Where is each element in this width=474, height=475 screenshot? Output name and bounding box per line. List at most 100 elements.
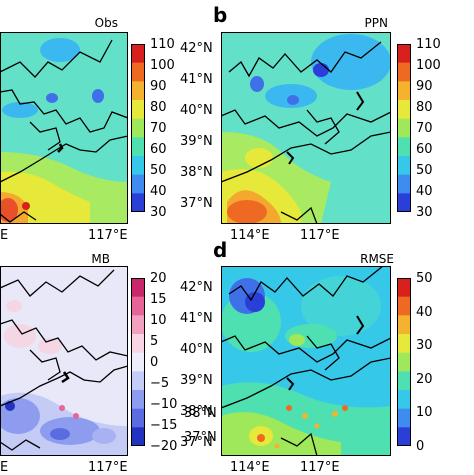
colorbar-segment bbox=[131, 390, 145, 410]
colorbar-tick-label: 15 bbox=[150, 292, 167, 307]
colorbar-segment bbox=[131, 156, 145, 176]
map-panel-d bbox=[221, 266, 391, 456]
panel-c-lat-overlap: 38°N bbox=[184, 406, 217, 421]
panel-a-lon-label: 117°E bbox=[88, 228, 128, 243]
colorbar-segment bbox=[131, 408, 145, 428]
lat-label: 40°N bbox=[180, 342, 213, 357]
colorbar-tick-label: 40 bbox=[416, 304, 433, 320]
colorbar-c bbox=[131, 278, 145, 446]
colorbar-tick-label: 80 bbox=[416, 100, 433, 115]
colorbar-tick-label: 100 bbox=[150, 58, 175, 73]
lat-label: 41°N bbox=[180, 311, 213, 326]
colorbar-tick-label: 90 bbox=[416, 79, 433, 94]
colorbar-segment bbox=[131, 81, 145, 101]
panel-d-lon-label: 114°E bbox=[230, 460, 270, 475]
lat-label: 37°N bbox=[180, 435, 213, 450]
colorbar-segment bbox=[131, 352, 145, 372]
colorbar-segment bbox=[397, 44, 411, 64]
panel-d-lon-label: 117°E bbox=[300, 460, 340, 475]
colorbar-segment bbox=[397, 174, 411, 194]
colorbar-segment bbox=[131, 334, 145, 354]
panel-c-lon-label: 117°E bbox=[88, 460, 128, 475]
colorbar-tick-label: 40 bbox=[416, 184, 433, 199]
colorbar-tick-label: 50 bbox=[416, 271, 433, 286]
colorbar-segment bbox=[131, 44, 145, 64]
colorbar-tick-label: 70 bbox=[416, 121, 433, 136]
colorbar-tick-label: 5 bbox=[150, 334, 159, 349]
colorbar-tick-label: 40 bbox=[150, 184, 167, 199]
lat-label: 39°N bbox=[180, 373, 213, 388]
colorbar-segment bbox=[397, 296, 411, 316]
colorbar-tick-label: 30 bbox=[416, 205, 433, 220]
colorbar-segment bbox=[131, 278, 145, 298]
colorbar-segment bbox=[131, 137, 145, 157]
panel-d-letter: d bbox=[213, 238, 228, 262]
colorbar-segment bbox=[397, 334, 411, 354]
lat-label: 39°N bbox=[180, 134, 213, 149]
map-panel-c bbox=[0, 266, 128, 456]
colorbar-b bbox=[397, 44, 411, 212]
panel-a-title: Obs bbox=[94, 16, 118, 30]
colorbar-segment bbox=[397, 427, 411, 446]
colorbar-tick-label: −10 bbox=[150, 397, 178, 412]
colorbar-segment bbox=[397, 156, 411, 176]
colorbar-segment bbox=[131, 100, 145, 120]
map-panel-a bbox=[0, 32, 128, 224]
colorbar-tick-label: 110 bbox=[150, 37, 175, 52]
colorbar-segment bbox=[397, 371, 411, 391]
panel-a-lon-label: E bbox=[0, 228, 9, 243]
colorbar-tick-label: 60 bbox=[416, 142, 433, 157]
colorbar-tick-label: 0 bbox=[150, 355, 159, 370]
colorbar-segment bbox=[397, 137, 411, 157]
colorbar-segment bbox=[131, 296, 145, 316]
panel-b-letter: b bbox=[213, 3, 228, 27]
colorbar-d bbox=[397, 278, 411, 446]
colorbar-segment bbox=[397, 278, 411, 298]
colorbar-tick-label: 100 bbox=[416, 58, 441, 73]
lat-label: 41°N bbox=[180, 72, 213, 87]
panel-d-title: RMSE bbox=[360, 252, 394, 266]
colorbar-tick-label: 30 bbox=[416, 338, 433, 354]
colorbar-a bbox=[131, 44, 145, 212]
colorbar-tick-label: 20 bbox=[150, 271, 167, 286]
colorbar-segment bbox=[397, 408, 411, 428]
colorbar-segment bbox=[397, 118, 411, 138]
colorbar-tick-label: 110 bbox=[416, 37, 441, 52]
colorbar-tick-label: −5 bbox=[150, 376, 170, 391]
colorbar-tick-label: 80 bbox=[150, 100, 167, 115]
colorbar-segment bbox=[397, 62, 411, 82]
colorbar-segment bbox=[397, 193, 411, 212]
lat-label: 42°N bbox=[180, 41, 213, 56]
colorbar-tick-label: 0 bbox=[416, 439, 425, 454]
colorbar-tick-label: −15 bbox=[150, 418, 178, 433]
colorbar-segment bbox=[397, 100, 411, 120]
lat-label: 37°N bbox=[180, 196, 213, 211]
colorbar-tick-label: 60 bbox=[150, 142, 167, 157]
panel-c-title: MB bbox=[91, 252, 110, 266]
panel-b-lon-label: 114°E bbox=[230, 228, 270, 243]
map-panel-b bbox=[221, 32, 391, 224]
lat-label: 40°N bbox=[180, 103, 213, 118]
colorbar-segment bbox=[397, 315, 411, 335]
lat-label: 38°N bbox=[180, 404, 213, 419]
colorbar-tick-label: 20 bbox=[416, 371, 433, 387]
panel-b-title: PPN bbox=[364, 16, 388, 30]
colorbar-tick-label: −20 bbox=[150, 439, 178, 454]
colorbar-segment bbox=[397, 81, 411, 101]
colorbar-segment bbox=[131, 315, 145, 335]
colorbar-tick-label: 10 bbox=[416, 405, 433, 421]
colorbar-segment bbox=[131, 118, 145, 138]
colorbar-segment bbox=[397, 352, 411, 372]
colorbar-tick-label: 30 bbox=[150, 205, 167, 220]
colorbar-segment bbox=[131, 193, 145, 212]
colorbar-tick-label: 90 bbox=[150, 79, 167, 94]
colorbar-segment bbox=[131, 62, 145, 82]
panel-c-lon-label: E bbox=[0, 460, 9, 475]
colorbar-tick-label: 70 bbox=[150, 121, 167, 136]
colorbar-tick-label: 10 bbox=[150, 313, 167, 328]
panel-b-lon-label: 117°E bbox=[300, 228, 340, 243]
lat-label: 42°N bbox=[180, 280, 213, 295]
colorbar-tick-label: 50 bbox=[150, 163, 167, 178]
colorbar-segment bbox=[397, 390, 411, 410]
colorbar-tick-label: 50 bbox=[416, 163, 433, 178]
